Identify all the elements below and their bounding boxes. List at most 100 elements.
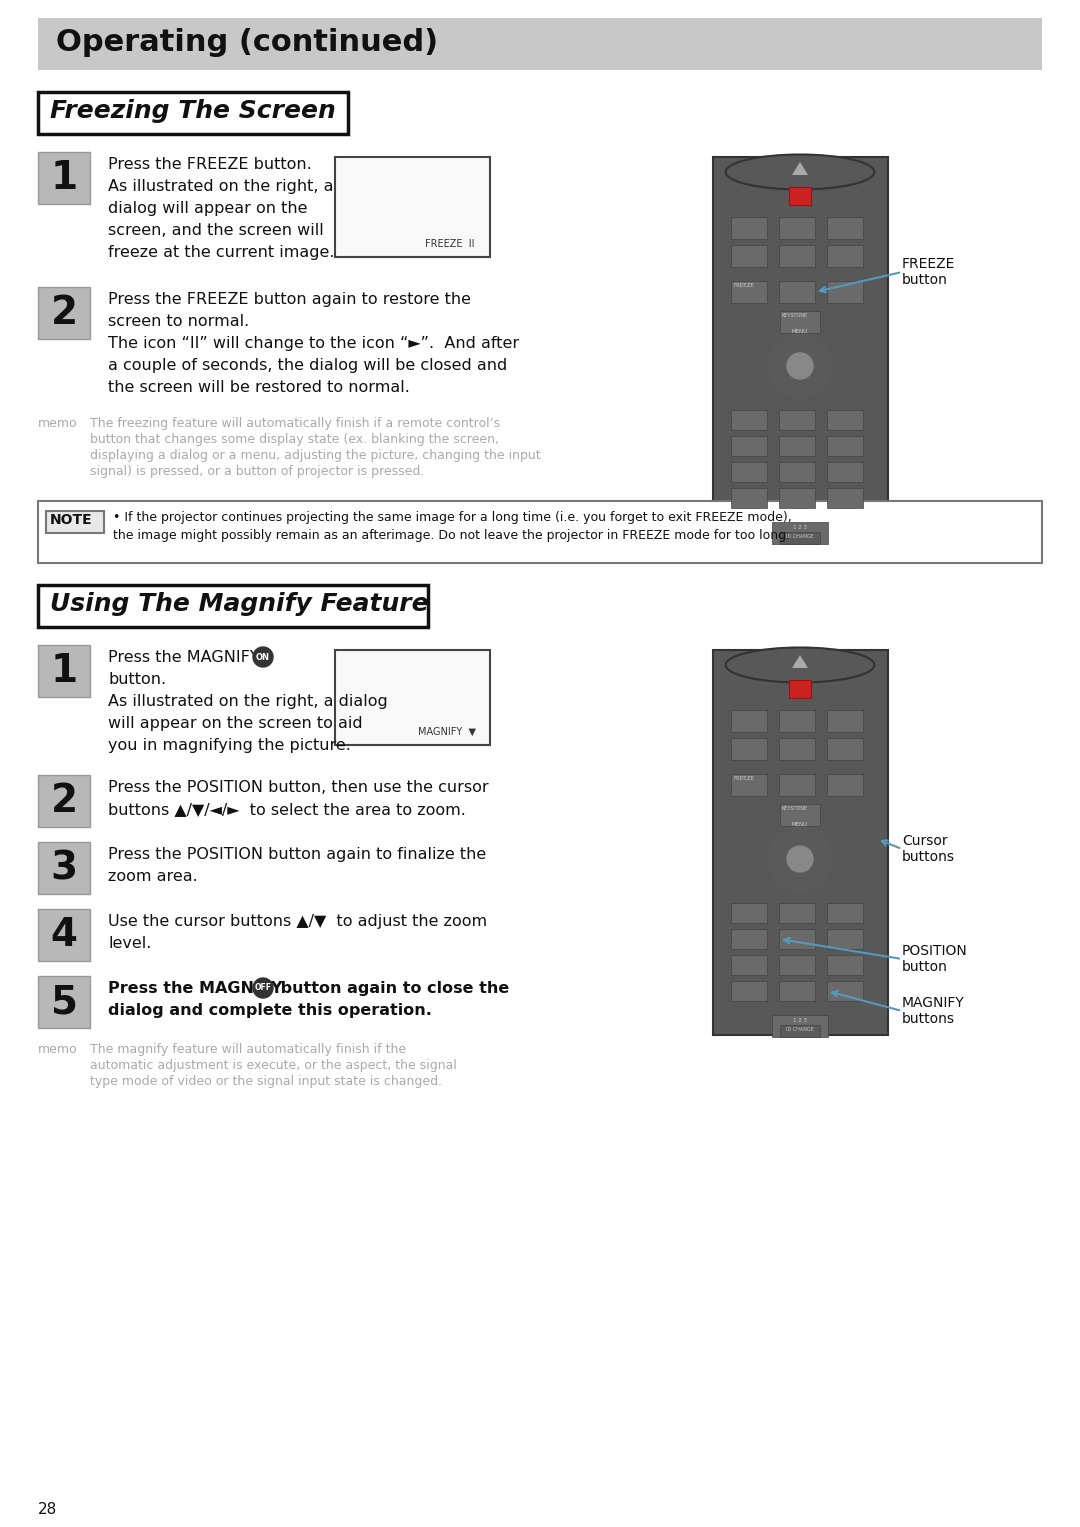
Text: memo: memo <box>38 1043 78 1057</box>
Text: FREEZE: FREEZE <box>733 776 754 780</box>
Text: The freezing feature will automatically finish if a remote control’s: The freezing feature will automatically … <box>90 417 500 431</box>
Text: • If the projector continues projecting the same image for a long time (i.e. you: • If the projector continues projecting … <box>113 512 792 524</box>
Text: MAGNIFY  ▼: MAGNIFY ▼ <box>418 727 476 738</box>
Text: Using The Magnify Feature: Using The Magnify Feature <box>50 592 429 615</box>
Bar <box>779 954 815 976</box>
Bar <box>772 522 828 544</box>
Text: 2: 2 <box>51 295 78 331</box>
Text: ID CHANGE: ID CHANGE <box>786 1028 814 1032</box>
Bar <box>731 928 767 948</box>
Circle shape <box>253 977 273 999</box>
Text: 28: 28 <box>38 1503 57 1516</box>
Text: dialog will appear on the: dialog will appear on the <box>108 202 308 215</box>
Text: Use the cursor buttons ▲/▼  to adjust the zoom: Use the cursor buttons ▲/▼ to adjust the… <box>108 915 487 928</box>
Bar <box>780 1025 820 1037</box>
Text: 2: 2 <box>51 782 78 820</box>
Bar <box>779 774 815 796</box>
Circle shape <box>253 647 273 667</box>
Bar <box>713 157 888 542</box>
Bar <box>731 980 767 1002</box>
Bar <box>731 463 767 483</box>
Text: 1: 1 <box>51 159 78 197</box>
Ellipse shape <box>726 647 875 683</box>
Text: POSITION
button: POSITION button <box>902 944 968 974</box>
Text: Press the POSITION button, then use the cursor: Press the POSITION button, then use the … <box>108 780 488 796</box>
Bar <box>38 644 90 696</box>
Text: the screen will be restored to normal.: the screen will be restored to normal. <box>108 380 410 395</box>
Text: ON: ON <box>256 652 270 661</box>
Bar <box>789 186 811 205</box>
Text: type mode of video or the signal input state is changed.: type mode of video or the signal input s… <box>90 1075 442 1089</box>
Ellipse shape <box>726 154 875 189</box>
Bar <box>46 512 104 533</box>
Text: Operating (continued): Operating (continued) <box>56 27 438 56</box>
Text: button again to close the: button again to close the <box>275 980 510 996</box>
Bar <box>779 411 815 431</box>
Bar <box>38 976 90 1028</box>
Bar <box>780 531 820 544</box>
Bar <box>38 909 90 960</box>
Text: button that changes some display state (ex. blanking the screen,: button that changes some display state (… <box>90 434 499 446</box>
Polygon shape <box>792 655 808 667</box>
Bar <box>779 244 815 267</box>
Text: Press the FREEZE button again to restore the: Press the FREEZE button again to restore… <box>108 292 471 307</box>
Bar <box>731 902 767 922</box>
Text: The icon “II” will change to the icon “►”.  And after: The icon “II” will change to the icon “►… <box>108 336 519 351</box>
Text: MAGNIFY
buttons: MAGNIFY buttons <box>902 996 964 1026</box>
Text: ID CHANGE: ID CHANGE <box>786 534 814 539</box>
Bar <box>731 489 767 508</box>
Bar <box>38 92 348 134</box>
Text: 3: 3 <box>51 849 78 887</box>
Bar <box>713 651 888 1035</box>
Text: FREEZE: FREEZE <box>733 282 754 289</box>
Bar <box>731 244 767 267</box>
Text: signal) is pressed, or a button of projector is pressed.: signal) is pressed, or a button of proje… <box>90 466 424 478</box>
Bar <box>827 954 863 976</box>
Bar <box>731 774 767 796</box>
Text: FREEZE  II: FREEZE II <box>426 240 474 249</box>
Circle shape <box>768 334 832 399</box>
Text: buttons ▲/▼/◄/►  to select the area to zoom.: buttons ▲/▼/◄/► to select the area to zo… <box>108 802 465 817</box>
Bar <box>789 680 811 698</box>
Bar <box>38 585 428 628</box>
Bar <box>38 18 1042 70</box>
Text: MENU: MENU <box>792 822 808 828</box>
Text: zoom area.: zoom area. <box>108 869 198 884</box>
Bar <box>827 437 863 457</box>
Text: Cursor
buttons: Cursor buttons <box>902 834 955 864</box>
Bar <box>827 489 863 508</box>
Bar <box>827 902 863 922</box>
Text: displaying a dialog or a menu, adjusting the picture, changing the input: displaying a dialog or a menu, adjusting… <box>90 449 541 463</box>
Bar <box>827 244 863 267</box>
Text: freeze at the current image.: freeze at the current image. <box>108 244 335 260</box>
Text: dialog and complete this operation.: dialog and complete this operation. <box>108 1003 432 1019</box>
Bar <box>38 841 90 893</box>
Text: will appear on the screen to aid: will appear on the screen to aid <box>108 716 363 731</box>
Bar <box>779 437 815 457</box>
Text: the image might possibly remain as an afterimage. Do not leave the projector in : the image might possibly remain as an af… <box>113 528 791 542</box>
Text: Press the POSITION button again to finalize the: Press the POSITION button again to final… <box>108 847 486 863</box>
Bar <box>731 411 767 431</box>
Text: 1 2 3: 1 2 3 <box>793 1019 807 1023</box>
Bar <box>731 217 767 240</box>
Text: KEYSTONE: KEYSTONE <box>782 313 808 318</box>
Bar <box>780 805 820 826</box>
Bar <box>38 287 90 339</box>
Text: 1: 1 <box>51 652 78 690</box>
Text: Press the FREEZE button.: Press the FREEZE button. <box>108 157 312 173</box>
Bar <box>827 928 863 948</box>
Text: As illustrated on the right, a: As illustrated on the right, a <box>108 179 334 194</box>
Bar <box>779 217 815 240</box>
Bar <box>779 463 815 483</box>
Bar <box>38 501 1042 563</box>
Text: memo: memo <box>38 417 78 431</box>
Bar <box>827 774 863 796</box>
Text: OFF: OFF <box>255 983 271 993</box>
Text: KEYSTONE: KEYSTONE <box>782 806 808 811</box>
Text: screen to normal.: screen to normal. <box>108 315 249 328</box>
Bar <box>827 710 863 731</box>
Bar <box>335 157 490 257</box>
Bar <box>731 710 767 731</box>
Text: The magnify feature will automatically finish if the: The magnify feature will automatically f… <box>90 1043 406 1057</box>
Text: Freezing The Screen: Freezing The Screen <box>50 99 336 124</box>
